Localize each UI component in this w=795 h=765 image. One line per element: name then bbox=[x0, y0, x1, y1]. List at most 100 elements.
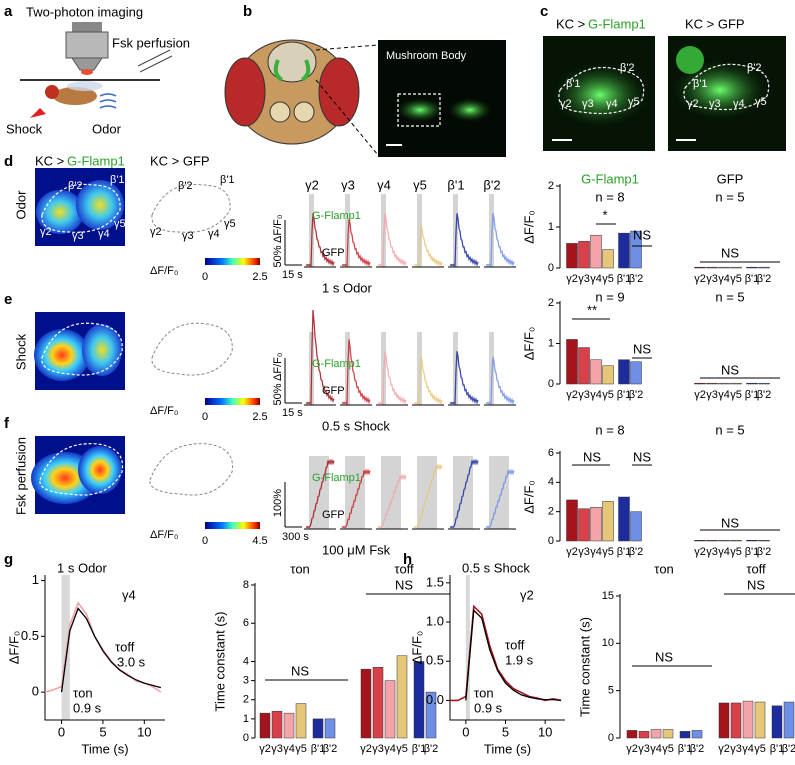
bar bbox=[638, 731, 650, 739]
y-tick-label: 6 bbox=[243, 617, 249, 629]
stimulus-shade bbox=[345, 194, 350, 267]
x-tick-label: 0 bbox=[462, 724, 469, 739]
bar bbox=[650, 729, 662, 739]
category-label: γ5 bbox=[602, 273, 614, 285]
y-tick-label: 10 bbox=[602, 637, 614, 649]
bar bbox=[746, 382, 758, 385]
sensor-label: G-Flamp1 bbox=[312, 358, 361, 370]
bar bbox=[566, 243, 578, 269]
category-label: γ3 bbox=[271, 743, 283, 755]
series-header: n = 8 bbox=[595, 422, 624, 437]
category-label: β'1 bbox=[617, 389, 632, 401]
colorbar-min: 0 bbox=[202, 271, 208, 283]
category-label: β'1 bbox=[745, 389, 760, 401]
sensor-label: G-Flamp1 bbox=[312, 210, 361, 222]
y-axis-label: ΔF/F₀ bbox=[521, 327, 536, 361]
annotation: NS bbox=[655, 649, 673, 664]
y-tick-label: 0 bbox=[608, 732, 614, 744]
annotation: 1.9 s bbox=[505, 652, 534, 667]
control-label: GFP bbox=[322, 247, 345, 259]
x-tick-label: 5 bbox=[502, 724, 509, 739]
shock-label: Shock bbox=[6, 121, 43, 136]
category-label: β'1 bbox=[745, 273, 760, 285]
category-label: β'1 bbox=[745, 546, 760, 558]
y-axis-label: ΔF/F₀ bbox=[409, 631, 424, 665]
bar bbox=[758, 266, 770, 269]
bar bbox=[718, 266, 730, 269]
bar bbox=[730, 266, 742, 269]
lobe-label: γ3 bbox=[709, 98, 721, 110]
category-label: γ5 bbox=[602, 389, 614, 401]
colorbar-min: 0 bbox=[202, 535, 208, 547]
y-axis-label: ΔF/F₀ bbox=[6, 631, 21, 665]
y-axis-label: ΔF/F₀ bbox=[521, 480, 536, 514]
response-trace bbox=[305, 213, 335, 267]
y-tick-label: 0 bbox=[243, 732, 249, 744]
bar bbox=[602, 249, 614, 269]
bar bbox=[271, 710, 283, 739]
category-label: γ3 bbox=[730, 743, 742, 755]
bar bbox=[718, 540, 730, 542]
bar bbox=[590, 234, 602, 269]
bar bbox=[566, 499, 578, 542]
category-label: γ4 bbox=[590, 546, 602, 558]
category-label: γ5 bbox=[754, 743, 766, 755]
category-label: γ3 bbox=[578, 546, 590, 558]
category-label: β'1 bbox=[770, 743, 785, 755]
region-label: Mushroom Body bbox=[386, 50, 467, 62]
bar bbox=[679, 731, 691, 739]
series-header: G-Flamp1 bbox=[581, 171, 639, 186]
y-tick-label: 0.5 bbox=[21, 628, 39, 643]
category-label: γ4 bbox=[650, 743, 662, 755]
bar bbox=[730, 702, 742, 739]
odor-label: Odor bbox=[92, 121, 122, 136]
lobe-label: γ3 bbox=[72, 230, 84, 242]
y-tick-label: 1 bbox=[548, 337, 554, 349]
stimulus-shade bbox=[489, 332, 494, 405]
y-tick-label: 1 bbox=[32, 572, 39, 587]
bar bbox=[324, 718, 336, 739]
category-label: γ3 bbox=[578, 389, 590, 401]
category-label: β'2 bbox=[757, 546, 772, 558]
data-line bbox=[60, 607, 162, 693]
x-tick-label: 10 bbox=[137, 724, 151, 739]
lobe-label: γ2 bbox=[560, 98, 572, 110]
stimulus-shade bbox=[417, 332, 422, 405]
bar bbox=[602, 501, 614, 542]
panel-label: e bbox=[4, 291, 12, 308]
category-label: γ5 bbox=[396, 743, 408, 755]
response-trace bbox=[413, 463, 443, 529]
bar bbox=[626, 730, 638, 739]
series-header: n = 5 bbox=[715, 422, 744, 437]
bar bbox=[283, 712, 295, 739]
lobe-label: γ5 bbox=[628, 96, 640, 108]
lobe-label: γ5 bbox=[755, 96, 767, 108]
annotation: NS bbox=[721, 245, 739, 260]
category-label: γ2 bbox=[259, 743, 271, 755]
category-label: γ3 bbox=[706, 546, 718, 558]
category-label: β'2 bbox=[782, 743, 795, 755]
series-header: n = 9 bbox=[595, 289, 624, 304]
y-tick-label: 15 bbox=[602, 590, 614, 602]
stimulus-shade bbox=[465, 575, 470, 720]
category-label: γ4 bbox=[718, 389, 730, 401]
y-axis-label: ΔF/F₀ bbox=[521, 210, 536, 244]
lobe-label: γ2 bbox=[40, 226, 52, 238]
y-tick-label: 5 bbox=[608, 685, 614, 697]
category-label: γ5 bbox=[295, 743, 307, 755]
category-label: γ2 bbox=[566, 389, 578, 401]
head-schematic bbox=[224, 39, 506, 157]
category-label: γ5 bbox=[662, 743, 674, 755]
annotation: * bbox=[602, 207, 607, 222]
lobe-label: β'2 bbox=[620, 62, 635, 74]
category-label: γ3 bbox=[578, 273, 590, 285]
bar bbox=[706, 382, 718, 385]
perfusion-label: Fsk perfusion bbox=[112, 35, 190, 50]
stimulus-label: 100 μM Fsk bbox=[322, 542, 391, 557]
bar bbox=[590, 359, 602, 385]
setup-schematic bbox=[20, 22, 173, 118]
category-label: β'2 bbox=[629, 389, 644, 401]
bar bbox=[618, 232, 630, 269]
bar bbox=[706, 540, 718, 542]
bar bbox=[730, 540, 742, 542]
